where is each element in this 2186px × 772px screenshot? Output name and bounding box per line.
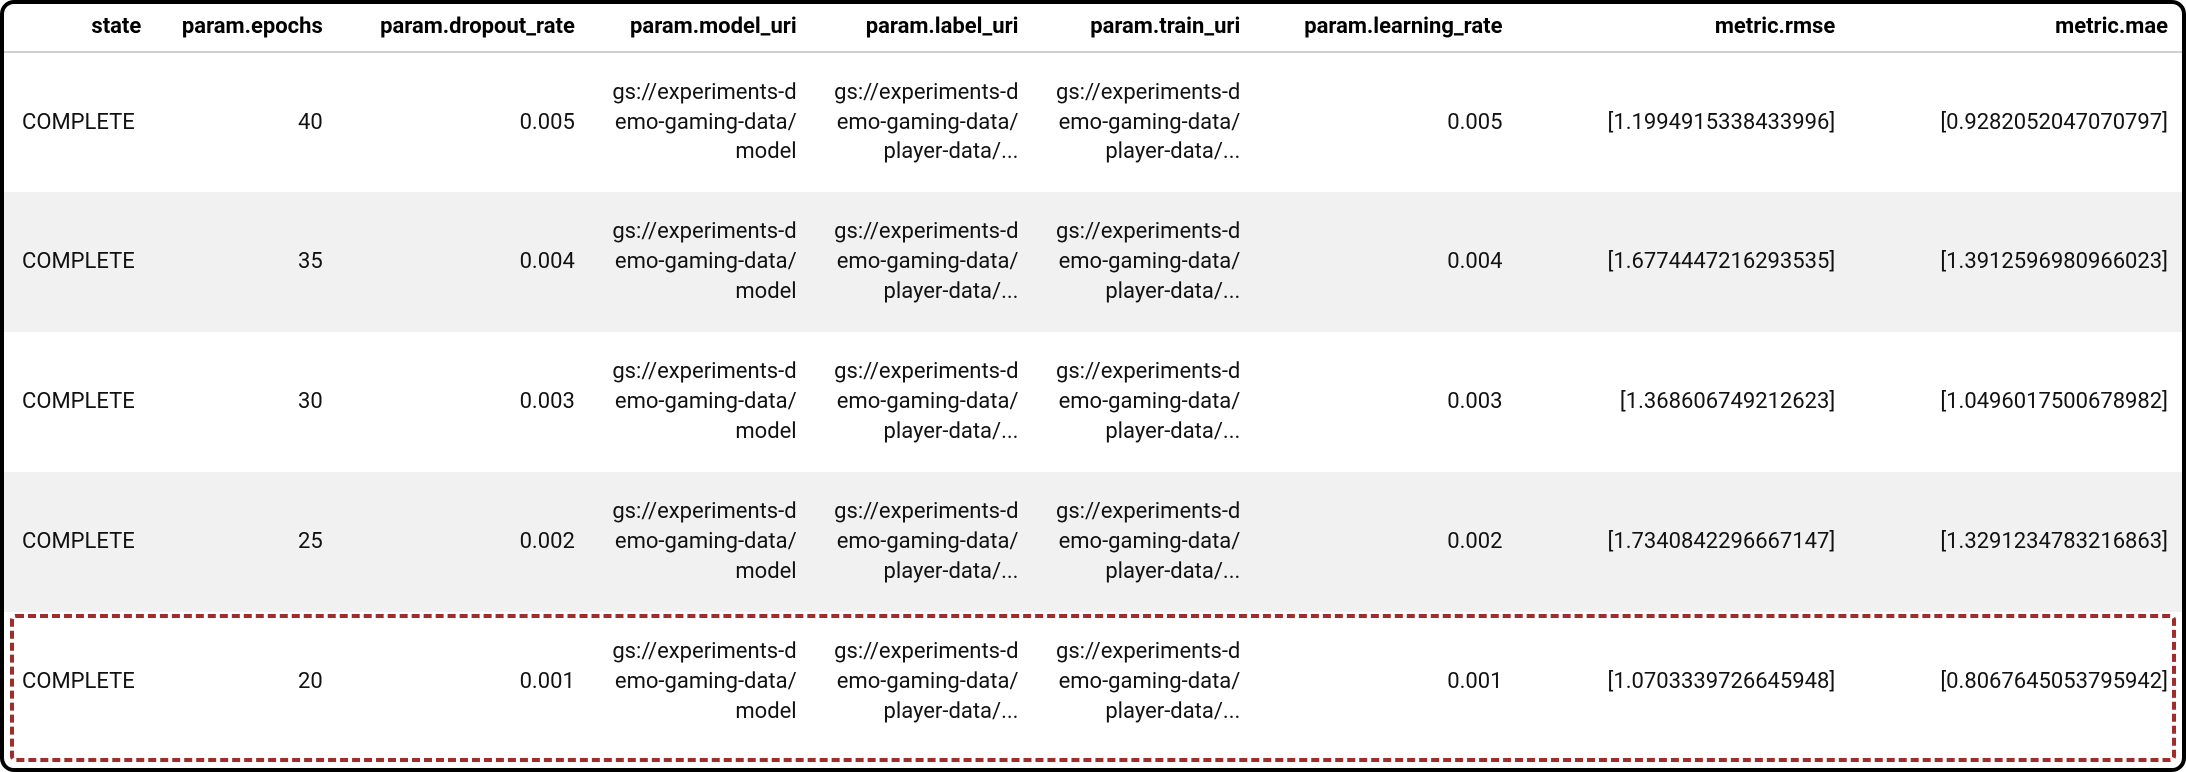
cell-rmse: [1.368606749212623] — [1516, 332, 1849, 472]
table-frame: state param.epochs param.dropout_rate pa… — [0, 0, 2186, 772]
cell-mae: [0.9282052047070797] — [1849, 52, 2182, 192]
cell-model-uri: gs://experiments-demo-gaming-data/model — [589, 332, 811, 472]
table-container: state param.epochs param.dropout_rate pa… — [4, 4, 2182, 768]
cell-label-uri: gs://experiments-demo-gaming-data/player… — [811, 332, 1033, 472]
cell-train-uri: gs://experiments-demo-gaming-data/player… — [1032, 472, 1254, 612]
col-header-state[interactable]: state — [4, 4, 155, 52]
cell-epochs: 25 — [155, 472, 337, 612]
cell-dropout-rate: 0.005 — [337, 52, 589, 192]
cell-learning-rate: 0.002 — [1254, 472, 1516, 612]
cell-rmse: [1.0703339726645948] — [1516, 612, 1849, 752]
cell-learning-rate: 0.001 — [1254, 612, 1516, 752]
cell-train-uri: gs://experiments-demo-gaming-data/player… — [1032, 612, 1254, 752]
cell-epochs: 30 — [155, 332, 337, 472]
cell-mae: [1.3912596980966023] — [1849, 192, 2182, 332]
cell-label-uri: gs://experiments-demo-gaming-data/player… — [811, 472, 1033, 612]
cell-mae: [1.3291234783216863] — [1849, 472, 2182, 612]
col-header-model-uri[interactable]: param.model_uri — [589, 4, 811, 52]
col-header-learning-rate[interactable]: param.learning_rate — [1254, 4, 1516, 52]
cell-mae: [1.0496017500678982] — [1849, 332, 2182, 472]
cell-learning-rate: 0.003 — [1254, 332, 1516, 472]
cell-learning-rate: 0.004 — [1254, 192, 1516, 332]
cell-train-uri: gs://experiments-demo-gaming-data/player… — [1032, 52, 1254, 192]
cell-dropout-rate: 0.001 — [337, 612, 589, 752]
table-row[interactable]: COMPLETE 40 0.005 gs://experiments-demo-… — [4, 52, 2182, 192]
cell-epochs: 35 — [155, 192, 337, 332]
cell-train-uri: gs://experiments-demo-gaming-data/player… — [1032, 192, 1254, 332]
col-header-label-uri[interactable]: param.label_uri — [811, 4, 1033, 52]
cell-label-uri: gs://experiments-demo-gaming-data/player… — [811, 192, 1033, 332]
cell-learning-rate: 0.005 — [1254, 52, 1516, 192]
cell-model-uri: gs://experiments-demo-gaming-data/model — [589, 192, 811, 332]
cell-model-uri: gs://experiments-demo-gaming-data/model — [589, 612, 811, 752]
cell-rmse: [1.6774447216293535] — [1516, 192, 1849, 332]
table-header-row: state param.epochs param.dropout_rate pa… — [4, 4, 2182, 52]
cell-train-uri: gs://experiments-demo-gaming-data/player… — [1032, 332, 1254, 472]
cell-mae: [0.8067645053795942] — [1849, 612, 2182, 752]
cell-label-uri: gs://experiments-demo-gaming-data/player… — [811, 612, 1033, 752]
cell-dropout-rate: 0.002 — [337, 472, 589, 612]
col-header-epochs[interactable]: param.epochs — [155, 4, 337, 52]
col-header-train-uri[interactable]: param.train_uri — [1032, 4, 1254, 52]
experiments-table: state param.epochs param.dropout_rate pa… — [4, 4, 2182, 752]
table-row[interactable]: COMPLETE 25 0.002 gs://experiments-demo-… — [4, 472, 2182, 612]
cell-label-uri: gs://experiments-demo-gaming-data/player… — [811, 52, 1033, 192]
cell-rmse: [1.1994915338433996] — [1516, 52, 1849, 192]
col-header-mae[interactable]: metric.mae — [1849, 4, 2182, 52]
cell-epochs: 40 — [155, 52, 337, 192]
cell-dropout-rate: 0.003 — [337, 332, 589, 472]
cell-state: COMPLETE — [4, 472, 155, 612]
cell-model-uri: gs://experiments-demo-gaming-data/model — [589, 52, 811, 192]
table-row[interactable]: COMPLETE 35 0.004 gs://experiments-demo-… — [4, 192, 2182, 332]
table-row[interactable]: COMPLETE 20 0.001 gs://experiments-demo-… — [4, 612, 2182, 752]
cell-epochs: 20 — [155, 612, 337, 752]
cell-state: COMPLETE — [4, 192, 155, 332]
cell-model-uri: gs://experiments-demo-gaming-data/model — [589, 472, 811, 612]
cell-state: COMPLETE — [4, 332, 155, 472]
table-row[interactable]: COMPLETE 30 0.003 gs://experiments-demo-… — [4, 332, 2182, 472]
cell-state: COMPLETE — [4, 612, 155, 752]
cell-dropout-rate: 0.004 — [337, 192, 589, 332]
col-header-rmse[interactable]: metric.rmse — [1516, 4, 1849, 52]
col-header-dropout-rate[interactable]: param.dropout_rate — [337, 4, 589, 52]
cell-state: COMPLETE — [4, 52, 155, 192]
cell-rmse: [1.7340842296667147] — [1516, 472, 1849, 612]
